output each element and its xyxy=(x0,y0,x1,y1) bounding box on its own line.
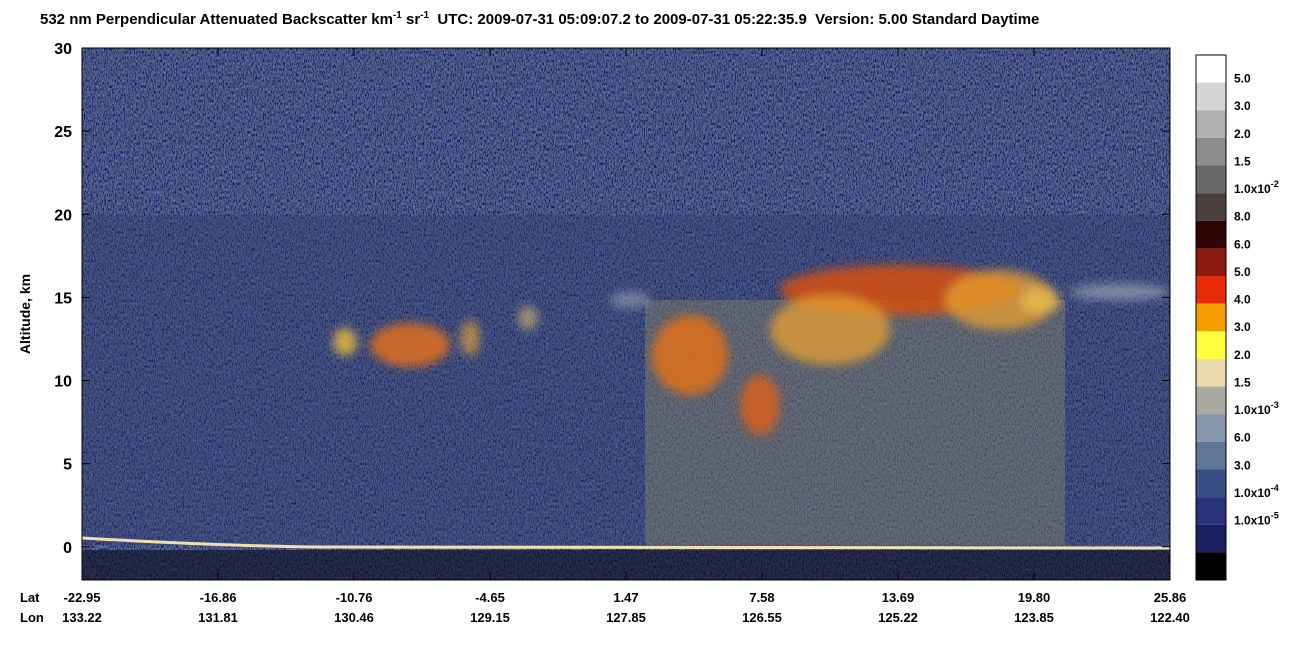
colorbar-swatch xyxy=(1196,497,1226,525)
colorbar-label: 8.0 xyxy=(1234,210,1251,224)
colorbar-swatch xyxy=(1196,82,1226,111)
colorbar-label: 1.0x10-3 xyxy=(1234,400,1279,417)
colorbar-label-text: 2.0 xyxy=(1234,348,1251,362)
colorbar-label-text: 8.0 xyxy=(1234,210,1251,224)
lat-label: 13.69 xyxy=(882,590,915,605)
colorbar-label-text: 3.0 xyxy=(1234,458,1251,472)
y-axis-label: Altitude, km xyxy=(17,274,33,354)
y-tick-label: 25 xyxy=(54,124,72,141)
lon-label: 126.55 xyxy=(742,610,782,625)
colorbar-label-text: 1.0x10 xyxy=(1234,486,1271,500)
lon-label: 122.40 xyxy=(1150,610,1190,625)
lon-label: 125.22 xyxy=(878,610,918,625)
lat-label: 25.86 xyxy=(1154,590,1187,605)
colorbar-swatch xyxy=(1196,303,1226,332)
lon-label: 130.46 xyxy=(334,610,374,625)
colorbar-label-text: 6.0 xyxy=(1234,431,1251,445)
colorbar-swatch xyxy=(1196,193,1226,221)
y-tick-label: 10 xyxy=(54,374,72,391)
plot-area xyxy=(82,48,1170,580)
colorbar-label-text: 1.0x10 xyxy=(1234,514,1271,528)
colorbar-label: 3.0 xyxy=(1234,458,1251,472)
colorbar-swatch xyxy=(1196,552,1226,580)
colorbar-swatch xyxy=(1196,276,1226,304)
lon-label: 123.85 xyxy=(1014,610,1054,625)
colorbar-label: 1.0x10-2 xyxy=(1234,179,1279,196)
lon-label: 133.22 xyxy=(62,610,102,625)
colorbar-label: 1.0x10-5 xyxy=(1234,511,1279,528)
colorbar-frame xyxy=(1195,54,1227,581)
colorbar-swatch xyxy=(1196,220,1226,249)
lon-label: 129.15 xyxy=(470,610,510,625)
cloud-layer xyxy=(333,265,1170,435)
colorbar-swatch xyxy=(1196,137,1226,166)
y-tick-label: 5 xyxy=(63,457,72,474)
colorbar-label: 1.5 xyxy=(1234,154,1251,168)
colorbar-label-text: 3.0 xyxy=(1234,99,1251,113)
colorbar-label-text: 1.5 xyxy=(1234,154,1251,168)
colorbar-label: 6.0 xyxy=(1234,431,1251,445)
y-tick-label: 30 xyxy=(54,41,72,58)
colorbar-swatch xyxy=(1196,55,1226,83)
colorbar-swatch xyxy=(1196,469,1226,498)
y-tick-label: 0 xyxy=(63,540,72,557)
colorbar-label: 1.0x10-4 xyxy=(1234,483,1279,500)
colorbar-label-text: 2.0 xyxy=(1234,127,1251,141)
colorbar-label-text: 1.0x10 xyxy=(1234,403,1271,417)
colorbar-swatch xyxy=(1196,441,1226,470)
colorbar-swatch xyxy=(1196,386,1226,415)
chart-title: 532 nm Perpendicular Attenuated Backscat… xyxy=(40,10,1039,28)
colorbar-label-exp: -2 xyxy=(1271,179,1279,189)
colorbar-swatch xyxy=(1196,358,1226,387)
colorbar-label: 5.0 xyxy=(1234,265,1251,279)
colorbar-label-text: 1.5 xyxy=(1234,375,1251,389)
colorbar-label: 2.0 xyxy=(1234,348,1251,362)
colorbar-label: 3.0 xyxy=(1234,99,1251,113)
colorbar-label-text: 3.0 xyxy=(1234,320,1251,334)
lon-label: 131.81 xyxy=(198,610,238,625)
x-row-label: Lat xyxy=(20,590,40,605)
colorbar-swatch xyxy=(1196,524,1226,553)
colorbar-label-text: 5.0 xyxy=(1234,71,1251,85)
colorbar-label-exp: -3 xyxy=(1271,400,1279,410)
tropo-band xyxy=(82,215,1170,545)
colorbar-label: 5.0 xyxy=(1234,71,1251,85)
y-tick-label: 15 xyxy=(54,290,72,307)
y-tick-label: 20 xyxy=(54,207,72,224)
lat-label: 7.58 xyxy=(749,590,774,605)
colorbar-label: 3.0 xyxy=(1234,320,1251,334)
lat-label: 1.47 xyxy=(613,590,638,605)
colorbar-swatch xyxy=(1196,110,1226,138)
x-row-label: Lon xyxy=(20,610,44,625)
colorbar-label-text: 5.0 xyxy=(1234,265,1251,279)
colorbar-label-text: 6.0 xyxy=(1234,237,1251,251)
colorbar-label-text: 1.0x10 xyxy=(1234,182,1271,196)
surface-return xyxy=(82,536,1170,550)
colorbar-swatch xyxy=(1196,331,1226,359)
lat-label: 19.80 xyxy=(1018,590,1051,605)
colorbar-swatch xyxy=(1196,414,1226,442)
colorbar-label-exp: -5 xyxy=(1271,511,1279,521)
colorbar-label: 4.0 xyxy=(1234,293,1251,307)
colorbar-label-exp: -4 xyxy=(1271,483,1279,493)
colorbar-label: 2.0 xyxy=(1234,127,1251,141)
lat-label: -22.95 xyxy=(64,590,101,605)
colorbar-swatch xyxy=(1196,248,1226,277)
colorbar-label-text: 4.0 xyxy=(1234,293,1251,307)
lon-label: 127.85 xyxy=(606,610,646,625)
lat-label: -4.65 xyxy=(475,590,505,605)
lat-label: -10.76 xyxy=(336,590,373,605)
lat-label: -16.86 xyxy=(200,590,237,605)
colorbar-label: 1.5 xyxy=(1234,375,1251,389)
colorbar-label: 6.0 xyxy=(1234,237,1251,251)
colorbar-swatch xyxy=(1196,165,1226,194)
